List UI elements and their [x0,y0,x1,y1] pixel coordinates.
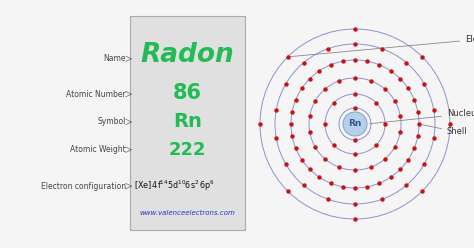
Text: Electron configuration: Electron configuration [41,182,126,191]
Circle shape [343,112,367,136]
Text: Symbol: Symbol [98,118,126,126]
Text: 86: 86 [173,83,202,103]
FancyBboxPatch shape [130,16,245,230]
Text: Atomic Number: Atomic Number [66,90,126,99]
Text: $\mathregular{[Xe]\,4f^{14}5d^{10}6s^{2}\,6p^{6}}$: $\mathregular{[Xe]\,4f^{14}5d^{10}6s^{2}… [134,179,215,193]
Text: Rn: Rn [173,112,202,131]
Text: Name: Name [103,54,126,63]
Text: Radon: Radon [141,41,234,67]
Text: Nucleus: Nucleus [370,110,474,124]
Text: Shell: Shell [422,124,468,136]
Text: www.valenceelectrons.com: www.valenceelectrons.com [139,210,236,216]
Text: Atomic Weight: Atomic Weight [70,145,126,154]
Text: Electron: Electron [291,34,474,57]
Text: Rn: Rn [348,120,362,128]
Text: 222: 222 [169,141,206,159]
